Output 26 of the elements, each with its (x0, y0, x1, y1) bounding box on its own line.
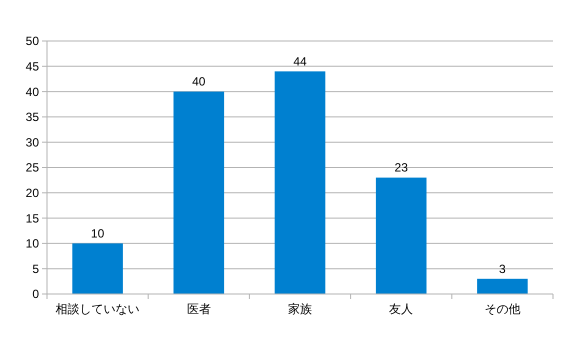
data-label: 23 (394, 160, 408, 175)
y-tick-label: 5 (32, 262, 40, 276)
data-label: 40 (192, 74, 206, 89)
bar (477, 278, 528, 294)
y-tick-label: 40 (26, 84, 40, 99)
x-tick-label: 家族 (288, 302, 312, 316)
y-tick-label: 50 (26, 34, 40, 48)
bar (174, 92, 224, 294)
y-tick-label: 20 (26, 186, 40, 200)
x-tick-label: その他 (484, 302, 520, 316)
y-tick-label: 15 (26, 211, 40, 226)
y-tick-label: 10 (26, 236, 40, 251)
x-tick-label: 友人 (389, 302, 414, 316)
y-tick-label: 0 (32, 287, 40, 302)
bar (376, 178, 426, 294)
data-label: 3 (499, 262, 506, 276)
y-tick-label: 45 (26, 60, 40, 74)
x-tick-label: 医者 (186, 302, 211, 316)
x-tick-label: 相談していない (56, 302, 140, 316)
y-tick-label: 35 (26, 110, 40, 124)
data-label: 10 (90, 226, 105, 240)
y-tick-label: 30 (26, 135, 40, 150)
y-tick-label: 25 (26, 160, 40, 175)
bar (72, 243, 123, 294)
data-label: 44 (293, 54, 307, 68)
bar (274, 71, 326, 294)
